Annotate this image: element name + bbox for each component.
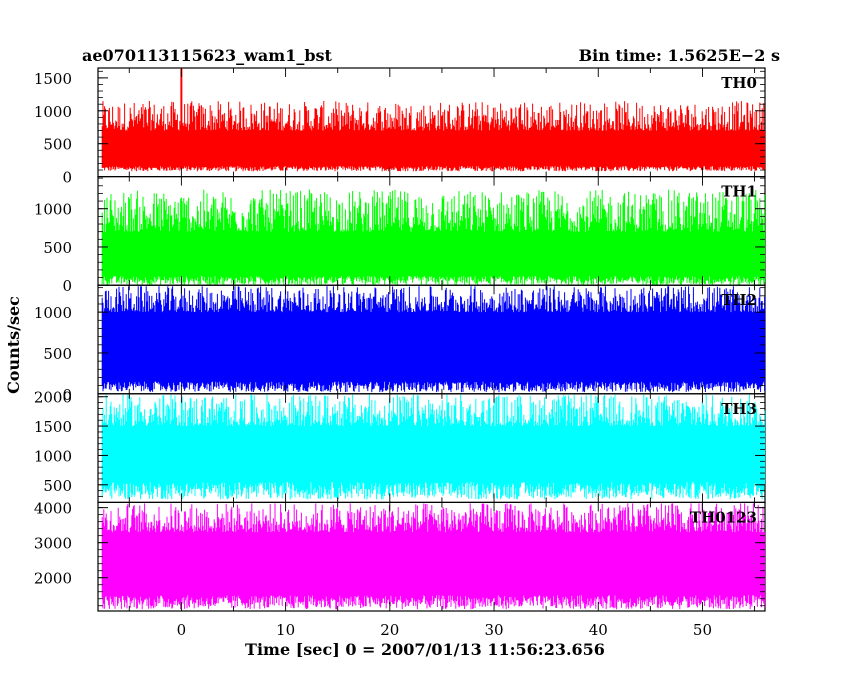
y-tick-label: 3000 xyxy=(34,535,72,553)
y-tick-label: 500 xyxy=(43,239,72,257)
y-tick-label: 2000 xyxy=(34,570,72,588)
x-tick-label: 40 xyxy=(589,621,608,639)
x-axis: 0 10 20 30 40 50 xyxy=(177,621,712,639)
chart-title: ae070113115623_wam1_bst xyxy=(82,46,333,65)
panel-label: TH3 xyxy=(721,400,757,418)
panel-label: TH0123 xyxy=(690,508,757,526)
panel-th2: 0 500 1000 TH2 xyxy=(34,284,766,404)
y-tick-label: 1000 xyxy=(34,103,72,121)
series-th1 xyxy=(101,189,766,286)
series-th0 xyxy=(101,101,766,172)
y-tick-label: 500 xyxy=(43,477,72,495)
panel-th0123: 2000 3000 4000 TH0123 xyxy=(34,500,766,612)
panel-th1: 0 500 1000 TH1 xyxy=(34,176,766,295)
series-th2 xyxy=(101,286,766,393)
y-axis-label: Counts/sec xyxy=(4,296,23,394)
panel-label: TH0 xyxy=(721,74,757,92)
panel-label: TH2 xyxy=(721,291,757,309)
y-tick-label: 500 xyxy=(43,136,72,154)
series-th0123 xyxy=(101,503,766,610)
y-tick-label: 1000 xyxy=(34,201,72,219)
y-tick-label: 0 xyxy=(62,386,72,404)
x-tick-label: 50 xyxy=(693,621,712,639)
y-tick-label: 1000 xyxy=(34,447,72,465)
x-tick-label: 0 xyxy=(177,621,187,639)
x-tick-label: 10 xyxy=(276,621,295,639)
y-tick-label: 2000 xyxy=(34,389,72,407)
y-tick-label: 500 xyxy=(43,345,72,363)
y-tick-label: 1500 xyxy=(34,70,72,88)
panel-th0: 0 500 1000 1500 TH0 xyxy=(34,67,766,187)
series-th3 xyxy=(101,394,766,500)
y-tick-label: 0 xyxy=(62,277,72,295)
y-tick-label: 0 xyxy=(62,169,72,187)
y-tick-label: 1500 xyxy=(34,418,72,436)
x-axis-label: Time [sec] 0 = 2007/01/13 11:56:23.656 xyxy=(245,640,605,659)
panel-label: TH1 xyxy=(721,183,757,201)
y-tick-label: 1000 xyxy=(34,304,72,322)
x-tick-label: 20 xyxy=(380,621,399,639)
y-tick-label: 4000 xyxy=(34,500,72,518)
bin-time-label: Bin time: 1.5625E−2 s xyxy=(579,46,780,65)
panel-th3: 500 1000 1500 2000 TH3 xyxy=(34,389,766,503)
x-tick-label: 30 xyxy=(484,621,503,639)
panels-group: 0 500 1000 1500 TH0 0 500 1000 TH1 0 500 1000 TH2 500… xyxy=(34,67,766,612)
